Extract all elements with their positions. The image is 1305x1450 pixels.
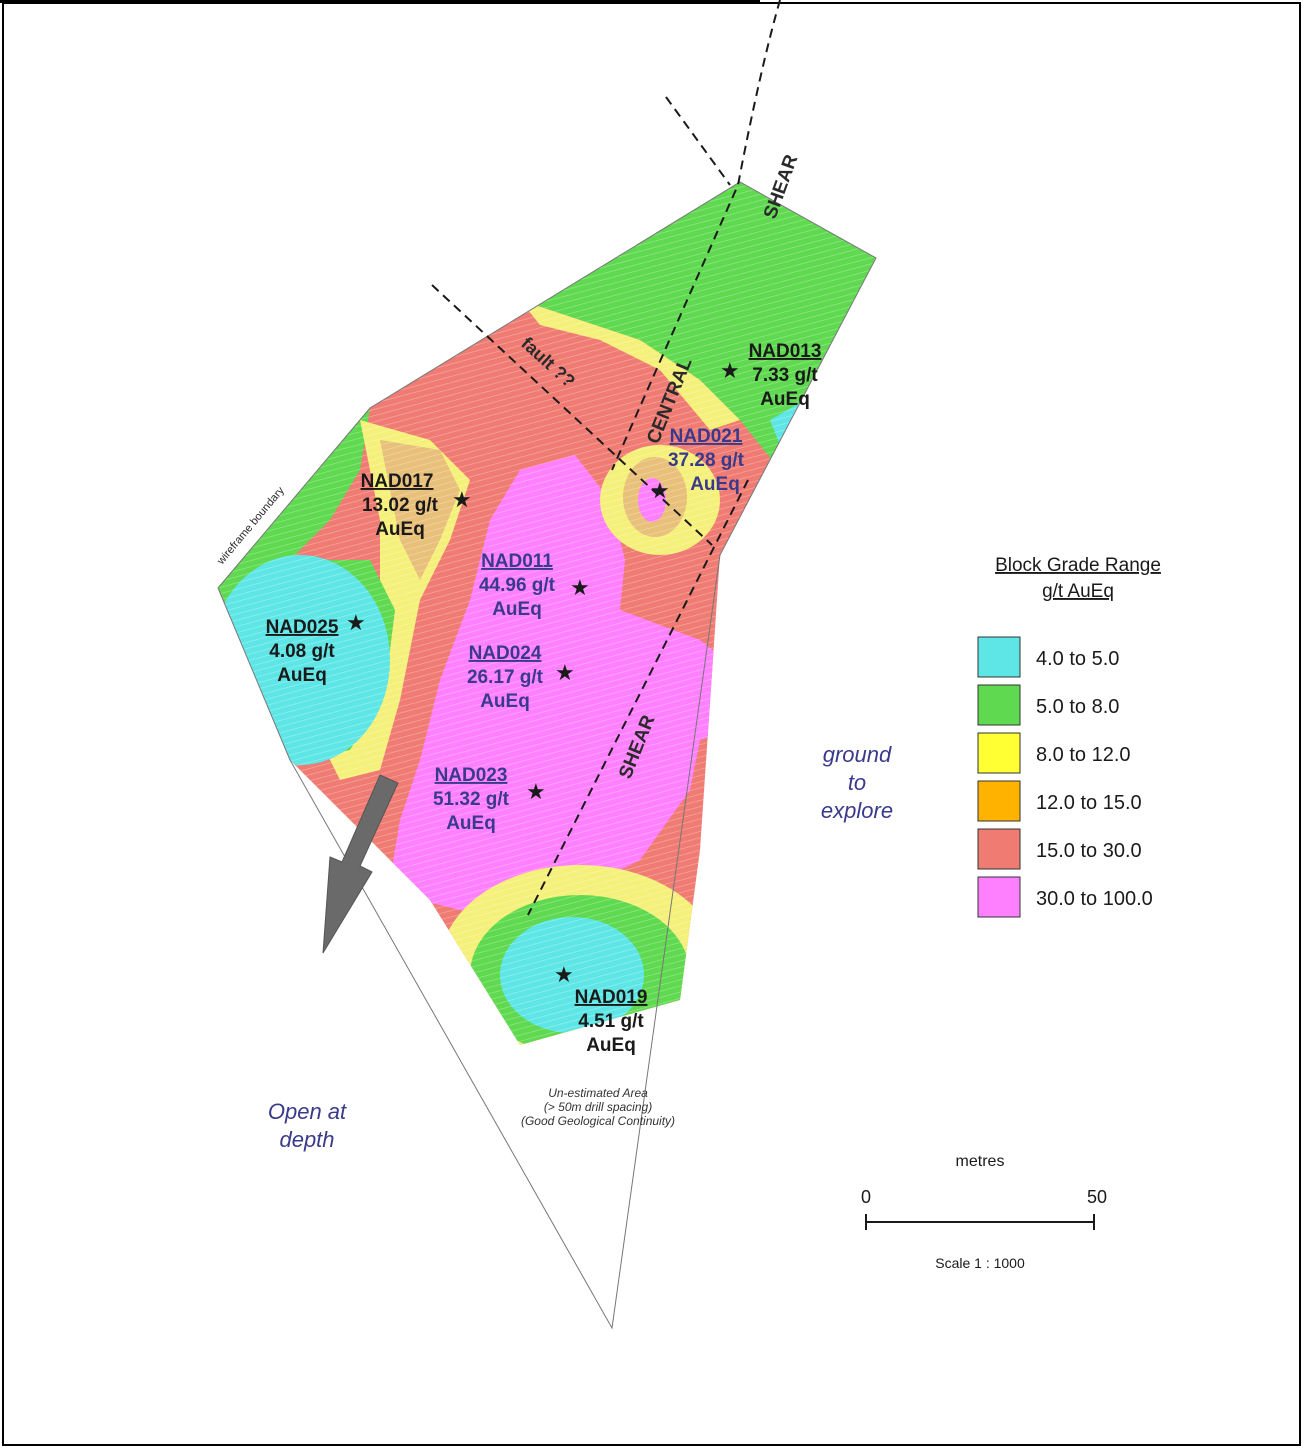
legend: Block Grade Range g/t AuEq 4.0 to 5.0 5.0… (977, 555, 1161, 918)
svg-text:NAD024: NAD024 (469, 643, 542, 664)
star-icon: ★ (526, 779, 546, 804)
legend-swatch (977, 828, 1021, 870)
svg-text:AuEq: AuEq (480, 691, 530, 712)
star-icon: ★ (570, 575, 590, 600)
label-nad013: NAD013 7.33 g/t AuEq (749, 341, 822, 410)
star-icon: ★ (452, 487, 472, 512)
legend-swatch (977, 876, 1021, 918)
legend-label: 5.0 to 8.0 (1036, 696, 1119, 718)
scale-ratio: Scale 1 : 1000 (935, 1255, 1025, 1271)
svg-text:37.28 g/t: 37.28 g/t (668, 450, 745, 471)
scale-start: 0 (861, 1187, 871, 1207)
legend-subtitle: g/t AuEq (1042, 581, 1114, 602)
star-icon: ★ (555, 660, 575, 685)
svg-text:explore: explore (821, 798, 893, 823)
svg-text:4.08 g/t: 4.08 g/t (269, 641, 335, 662)
star-icon: ★ (720, 358, 740, 383)
open-at-depth-arrow-icon (322, 774, 399, 954)
legend-swatch (977, 684, 1021, 726)
svg-text:13.02 g/t: 13.02 g/t (362, 495, 439, 516)
svg-text:NAD021: NAD021 (670, 426, 743, 447)
wireframe-outline (217, 181, 877, 1330)
svg-text:ground: ground (823, 742, 892, 767)
label-nad021: NAD021 37.28 g/t AuEq (668, 426, 745, 495)
svg-text:Open at: Open at (268, 1099, 347, 1124)
svg-text:AuEq: AuEq (375, 519, 425, 540)
drillhole-labels: NAD013 7.33 g/t AuEq NAD021 37.28 g/t Au… (266, 341, 822, 1056)
legend-items: 4.0 to 5.0 5.0 to 8.0 8.0 to 12.0 12.0 to 1… (977, 636, 1153, 918)
svg-text:NAD019: NAD019 (575, 987, 648, 1008)
svg-text:AuEq: AuEq (492, 599, 542, 620)
svg-text:NAD025: NAD025 (266, 617, 339, 638)
shear-line-south (527, 479, 749, 916)
legend-swatch (977, 780, 1021, 822)
svg-text:7.33 g/t: 7.33 g/t (752, 365, 818, 386)
legend-label: 30.0 to 100.0 (1036, 888, 1153, 910)
svg-text:AuEq: AuEq (690, 474, 740, 495)
svg-text:Un-estimated Area: Un-estimated Area (548, 1086, 648, 1100)
svg-text:depth: depth (279, 1127, 334, 1152)
svg-text:AuEq: AuEq (446, 813, 496, 834)
label-ground-to-explore: ground to explore (821, 742, 893, 823)
svg-text:NAD011: NAD011 (481, 551, 553, 572)
svg-text:4.51 g/t: 4.51 g/t (578, 1011, 644, 1032)
scale-bar: metres 0 50 Scale 1 : 1000 (861, 1153, 1107, 1271)
label-open-at-depth: Open at depth (268, 1099, 347, 1152)
fault-line-ne (665, 96, 731, 186)
label-nad025: NAD025 4.08 g/t AuEq (266, 617, 339, 686)
svg-text:AuEq: AuEq (760, 389, 810, 410)
svg-text:26.17 g/t: 26.17 g/t (467, 667, 544, 688)
svg-text:NAD013: NAD013 (749, 341, 822, 362)
svg-text:51.32 g/t: 51.32 g/t (433, 789, 510, 810)
svg-text:44.96 g/t: 44.96 g/t (479, 575, 556, 596)
legend-label: 8.0 to 12.0 (1036, 744, 1131, 766)
star-icon: ★ (650, 478, 670, 503)
star-icon: ★ (346, 610, 366, 635)
label-nad024: NAD024 26.17 g/t AuEq (467, 643, 544, 712)
shear-line-north (611, 0, 781, 471)
legend-label: 15.0 to 30.0 (1036, 840, 1142, 862)
svg-text:to: to (848, 770, 866, 795)
structure-lines (431, 0, 781, 916)
legend-label: 12.0 to 15.0 (1036, 792, 1142, 814)
scale-end: 50 (1087, 1187, 1107, 1207)
svg-text:(Good Geological Continuity): (Good Geological Continuity) (521, 1114, 675, 1128)
label-nad017: NAD017 13.02 g/t AuEq (361, 471, 439, 540)
fault-line (431, 284, 713, 546)
label-nad019: NAD019 4.51 g/t AuEq (575, 987, 648, 1056)
label-nad011: NAD011 44.96 g/t AuEq (479, 551, 556, 620)
svg-text:(> 50m drill spacing): (> 50m drill spacing) (544, 1100, 652, 1114)
legend-swatch (977, 636, 1021, 678)
caption-strip (0, 0, 760, 3)
legend-title: Block Grade Range (995, 555, 1161, 576)
svg-text:AuEq: AuEq (586, 1035, 636, 1056)
drillhole-stars: ★ ★ ★ ★ ★ ★ ★ ★ (346, 358, 740, 987)
svg-text:AuEq: AuEq (277, 665, 327, 686)
legend-label: 4.0 to 5.0 (1036, 648, 1119, 670)
svg-text:NAD017: NAD017 (361, 471, 434, 492)
label-unestimated: Un-estimated Area (> 50m drill spacing) … (521, 1086, 675, 1128)
svg-text:NAD023: NAD023 (435, 765, 508, 786)
legend-swatch (977, 732, 1021, 774)
scale-unit: metres (956, 1153, 1005, 1170)
label-shear-north: SHEAR (760, 152, 803, 222)
label-nad023: NAD023 51.32 g/t AuEq (433, 765, 510, 834)
star-icon: ★ (554, 962, 574, 987)
